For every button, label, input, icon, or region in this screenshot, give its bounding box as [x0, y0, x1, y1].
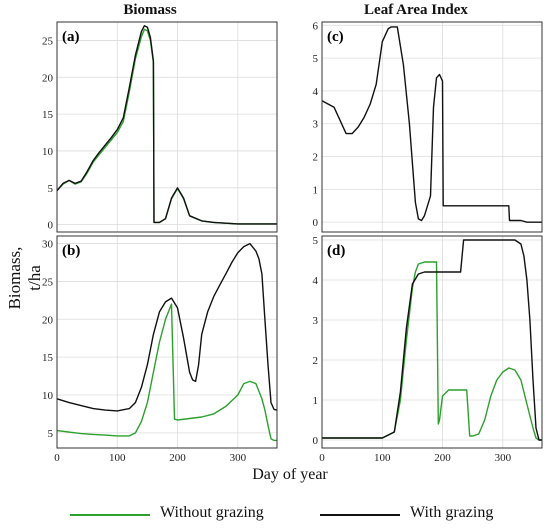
panel-label: (c) — [327, 29, 344, 45]
x-tick-label: 300 — [495, 452, 512, 464]
legend-label-without-grazing: Without grazing — [160, 504, 264, 521]
y-tick-label: 1 — [313, 184, 319, 196]
series-line-without-grazing — [56, 303, 277, 442]
legend-swatch-without-grazing — [70, 514, 150, 516]
series-line-with-grazing — [322, 239, 542, 441]
y-tick-label: 6 — [313, 20, 319, 32]
panel-c: 0 1 2 3 4 5 6 (c) — [313, 20, 543, 233]
x-tick-label: 100 — [109, 452, 126, 464]
legend-swatch-with-grazing — [320, 514, 400, 516]
panel-label: (a) — [62, 29, 80, 45]
panel-frame — [56, 21, 278, 233]
x-tick-label: 200 — [434, 452, 451, 464]
y-tick-label: 20 — [42, 314, 54, 326]
panel-label: (d) — [327, 243, 345, 259]
panel-frame — [56, 235, 278, 449]
panel-d: 0 1 2 3 4 5 0 100 200 300 (d) — [313, 235, 543, 464]
y-tick-label: 0 — [313, 217, 319, 229]
y-tick-label: 10 — [42, 390, 54, 402]
series-line-without-grazing — [322, 261, 542, 441]
y-tick-label: 5 — [313, 235, 319, 247]
y-tick-label: 25 — [42, 35, 54, 47]
panel-label: (b) — [62, 243, 80, 259]
x-tick-label: 200 — [169, 452, 186, 464]
y-tick-label: 5 — [48, 183, 54, 195]
y-tick-label: 2 — [313, 355, 319, 367]
series-line-with-grazing — [321, 26, 542, 223]
legend-label-with-grazing: With grazing — [410, 504, 494, 521]
y-tick-label: 3 — [313, 119, 319, 131]
y-tick-label: 0 — [313, 435, 319, 447]
y-axis-label: Biomass, t/ha — [5, 246, 44, 310]
lai-column-title: Leaf Area Index — [364, 2, 468, 18]
y-tick-label: 5 — [313, 53, 319, 65]
series-line-without-grazing — [56, 28, 277, 225]
x-tick-label: 100 — [374, 452, 391, 464]
series-line-with-grazing — [56, 242, 278, 412]
y-tick-label: 4 — [313, 275, 319, 287]
y-tick-label: 25 — [42, 276, 54, 288]
y-tick-label: 4 — [313, 86, 319, 98]
x-axis-label: Day of year — [252, 466, 328, 483]
y-tick-label: 2 — [313, 152, 319, 164]
x-tick-label: 0 — [54, 452, 60, 464]
panel-a: 0 5 10 15 20 25 (a) — [42, 21, 278, 233]
y-tick-label: 10 — [42, 146, 54, 158]
y-tick-label: 30 — [42, 239, 54, 251]
legend: Without grazing With grazing — [0, 502, 550, 528]
y-tick-label: 3 — [313, 315, 319, 327]
y-tick-label: 5 — [48, 428, 54, 440]
y-tick-label: 20 — [42, 72, 54, 84]
series-line-with-grazing — [56, 25, 277, 225]
y-tick-label: 15 — [42, 109, 54, 121]
y-tick-label: 1 — [313, 395, 319, 407]
biomass-column-title: Biomass — [123, 2, 177, 18]
x-tick-label: 0 — [319, 452, 325, 464]
y-tick-label: 15 — [42, 352, 54, 364]
x-tick-label: 300 — [230, 452, 247, 464]
panel-frame — [321, 21, 543, 233]
panel-frame — [321, 235, 543, 449]
y-tick-label: 0 — [48, 220, 54, 232]
